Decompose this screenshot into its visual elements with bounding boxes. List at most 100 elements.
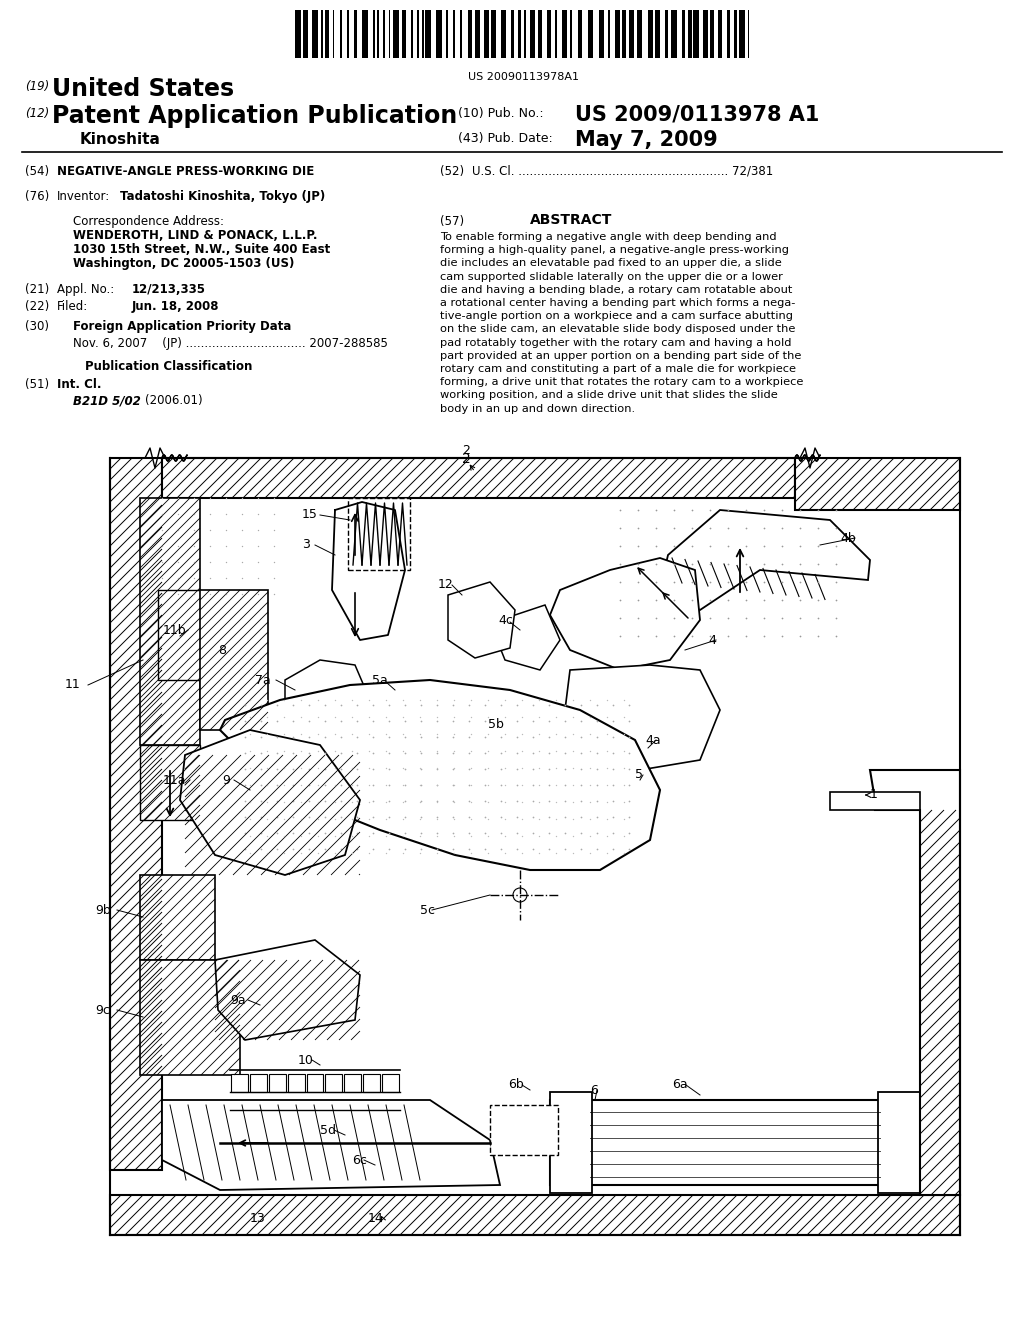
Text: (21): (21) <box>25 282 49 296</box>
Text: (51): (51) <box>25 378 49 391</box>
Bar <box>364 1074 380 1092</box>
Text: (54): (54) <box>25 165 49 178</box>
Polygon shape <box>449 582 515 657</box>
Bar <box>250 1074 267 1092</box>
Text: working position, and a slide drive unit that slides the slide: working position, and a slide drive unit… <box>440 391 778 400</box>
Bar <box>795 458 961 510</box>
Polygon shape <box>220 680 660 870</box>
Polygon shape <box>660 510 870 610</box>
Bar <box>344 1074 361 1092</box>
Text: (30): (30) <box>25 319 49 333</box>
Text: 9a: 9a <box>230 994 246 1006</box>
Text: forming a high-quality panel, a negative-angle press-working: forming a high-quality panel, a negative… <box>440 246 790 255</box>
Bar <box>383 11 385 58</box>
Text: B21D 5/02: B21D 5/02 <box>73 393 140 407</box>
Bar <box>162 458 795 498</box>
Text: 9b: 9b <box>95 903 111 916</box>
Polygon shape <box>215 940 360 1040</box>
Text: Correspondence Address:: Correspondence Address: <box>73 215 224 228</box>
Text: die includes an elevatable pad fixed to an upper die, a slide: die includes an elevatable pad fixed to … <box>440 259 781 268</box>
Bar <box>539 11 542 58</box>
Bar <box>312 11 318 58</box>
Bar <box>748 11 750 58</box>
Bar <box>303 11 308 58</box>
Bar <box>140 744 200 820</box>
Text: WENDEROTH, LIND & PONACK, L.L.P.: WENDEROTH, LIND & PONACK, L.L.P. <box>73 228 317 242</box>
Bar <box>727 11 730 58</box>
Bar <box>665 11 668 58</box>
Bar <box>688 11 691 58</box>
Text: Tadatoshi Kinoshita, Tokyo (JP): Tadatoshi Kinoshita, Tokyo (JP) <box>120 190 326 203</box>
Bar <box>348 498 410 570</box>
Text: NEGATIVE-ANGLE PRESS-WORKING DIE: NEGATIVE-ANGLE PRESS-WORKING DIE <box>57 165 314 178</box>
Text: Appl. No.:: Appl. No.: <box>57 282 115 296</box>
Text: 7a: 7a <box>255 673 270 686</box>
Bar <box>295 11 300 58</box>
Bar <box>615 11 620 58</box>
Bar <box>702 11 709 58</box>
Text: Filed:: Filed: <box>57 300 88 313</box>
Bar <box>511 11 513 58</box>
Bar <box>306 1074 324 1092</box>
Bar <box>555 11 557 58</box>
Bar <box>710 11 714 58</box>
Bar <box>140 875 215 960</box>
Text: 4c: 4c <box>498 614 513 627</box>
Text: May 7, 2009: May 7, 2009 <box>575 129 718 150</box>
Bar <box>425 11 431 58</box>
Text: 2: 2 <box>462 444 470 457</box>
Bar <box>436 11 442 58</box>
Bar <box>490 1105 558 1155</box>
Bar <box>550 1100 920 1185</box>
Text: (12): (12) <box>25 107 49 120</box>
Text: tive-angle portion on a workpiece and a cam surface abutting: tive-angle portion on a workpiece and a … <box>440 312 793 321</box>
Text: 6b: 6b <box>508 1078 523 1092</box>
Bar <box>110 1195 961 1236</box>
Text: pad rotatably together with the rotary cam and having a hold: pad rotatably together with the rotary c… <box>440 338 792 347</box>
Text: 11a: 11a <box>163 774 186 787</box>
Text: 6c: 6c <box>352 1154 367 1167</box>
Bar <box>578 11 583 58</box>
Text: Jun. 18, 2008: Jun. 18, 2008 <box>132 300 219 313</box>
Bar <box>682 11 685 58</box>
Bar <box>389 11 390 58</box>
Text: cam supported slidable laterally on the upper die or a lower: cam supported slidable laterally on the … <box>440 272 783 281</box>
Bar <box>718 11 722 58</box>
Polygon shape <box>495 605 560 671</box>
Text: Nov. 6, 2007    (JP) ................................ 2007-288585: Nov. 6, 2007 (JP) ......................… <box>73 337 388 350</box>
Text: 12: 12 <box>438 578 454 591</box>
Bar <box>373 11 375 58</box>
Polygon shape <box>162 1100 500 1191</box>
Text: 1030 15th Street, N.W., Suite 400 East: 1030 15th Street, N.W., Suite 400 East <box>73 243 331 256</box>
Text: 4b: 4b <box>840 532 856 544</box>
Text: 14: 14 <box>368 1212 384 1225</box>
Bar <box>158 590 200 680</box>
Text: 11: 11 <box>65 678 81 692</box>
Bar <box>110 458 162 1170</box>
Bar <box>569 11 572 58</box>
Bar <box>140 960 240 1074</box>
Text: U.S. Cl. ........................................................ 72/381: U.S. Cl. ...............................… <box>472 165 773 178</box>
Bar <box>326 11 329 58</box>
Bar <box>453 11 455 58</box>
Bar <box>445 11 449 58</box>
Text: 2: 2 <box>462 451 471 466</box>
Text: To enable forming a negative angle with deep bending and: To enable forming a negative angle with … <box>440 232 776 242</box>
Text: (19): (19) <box>25 81 49 92</box>
Text: 5c: 5c <box>420 903 435 916</box>
Bar <box>484 11 488 58</box>
Text: 9c: 9c <box>95 1003 110 1016</box>
Text: (22): (22) <box>25 300 49 313</box>
Polygon shape <box>870 770 961 1195</box>
Bar <box>655 11 660 58</box>
Text: United States: United States <box>52 77 234 102</box>
Text: 5a: 5a <box>372 673 388 686</box>
Bar <box>326 1074 342 1092</box>
Bar <box>588 11 593 58</box>
Bar <box>377 11 379 58</box>
Text: on the slide cam, an elevatable slide body disposed under the: on the slide cam, an elevatable slide bo… <box>440 325 796 334</box>
Text: Int. Cl.: Int. Cl. <box>57 378 101 391</box>
Text: part provided at an upper portion on a bending part side of the: part provided at an upper portion on a b… <box>440 351 802 360</box>
Bar <box>333 11 335 58</box>
Bar <box>347 11 349 58</box>
